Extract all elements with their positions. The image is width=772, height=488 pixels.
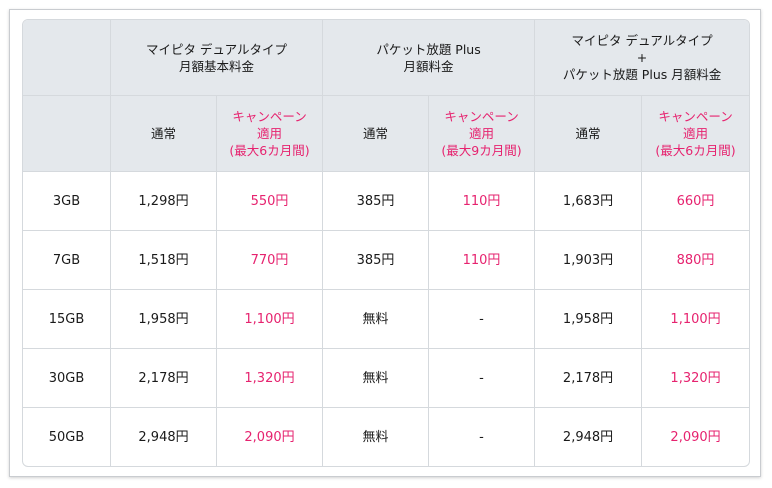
packet-price-cell: 無料 bbox=[323, 349, 430, 408]
plan-header-total-line1: マイピタ デュアルタイプ bbox=[571, 33, 713, 48]
plan-header-total-line3: パケット放題 Plus 月額料金 bbox=[562, 67, 722, 82]
campaign-period: (最大6カ月間) bbox=[655, 143, 736, 158]
normal-header-total: 通常 bbox=[535, 96, 643, 172]
table-row: 7GB 1,518円 770円 385円 110円 1,903円 880円 bbox=[23, 231, 750, 290]
sub-header-row: 通常 キャンペーン 適用 (最大6カ月間) 通常 キャンペーン 適用 (最大9カ… bbox=[23, 96, 750, 172]
total-campaign-cell: 880円 bbox=[642, 231, 750, 290]
base-campaign-cell: 770円 bbox=[217, 231, 324, 290]
packet-price-cell: 385円 bbox=[323, 172, 430, 231]
campaign-label: キャンペーン bbox=[658, 109, 733, 124]
capacity-cell: 15GB bbox=[23, 290, 111, 349]
capacity-cell: 3GB bbox=[23, 172, 111, 231]
packet-price-cell: 385円 bbox=[323, 231, 430, 290]
pricing-table: マイピタ デュアルタイプ 月額基本料金 パケット放題 Plus 月額料金 マイピ… bbox=[22, 19, 751, 467]
plan-header-total: マイピタ デュアルタイプ + パケット放題 Plus 月額料金 bbox=[535, 20, 750, 96]
table-row: 50GB 2,948円 2,090円 無料 - 2,948円 2,090円 bbox=[23, 408, 749, 466]
table-row: 30GB 2,178円 1,320円 無料 - 2,178円 1,320円 bbox=[23, 349, 750, 408]
packet-campaign-cell: - bbox=[429, 349, 536, 408]
packet-campaign-cell: - bbox=[429, 408, 536, 466]
packet-price-cell: 無料 bbox=[323, 408, 430, 466]
base-campaign-cell: 1,320円 bbox=[217, 349, 324, 408]
table-row: 15GB 1,958円 1,100円 無料 - 1,958円 1,100円 bbox=[23, 290, 750, 349]
campaign-period: (最大6カ月間) bbox=[229, 143, 310, 158]
total-campaign-cell: 1,320円 bbox=[642, 349, 750, 408]
plan-header-base-line1: マイピタ デュアルタイプ bbox=[145, 41, 288, 57]
plan-header-base-line2: 月額基本料金 bbox=[179, 58, 255, 74]
base-campaign-cell: 550円 bbox=[217, 172, 324, 231]
capacity-cell: 7GB bbox=[23, 231, 111, 290]
total-price-cell: 1,958円 bbox=[535, 290, 643, 349]
campaign-applied-label: 適用 bbox=[683, 126, 709, 141]
total-campaign-cell: 660円 bbox=[642, 172, 750, 231]
normal-header-base: 通常 bbox=[111, 96, 217, 172]
packet-campaign-cell: - bbox=[429, 290, 536, 349]
plan-header-packet-line1: パケット放題 Plus bbox=[376, 41, 481, 57]
table-row: 3GB 1,298円 550円 385円 110円 1,683円 660円 bbox=[23, 172, 750, 231]
campaign-header-packet: キャンペーン 適用 (最大9カ月間) bbox=[429, 96, 536, 172]
capacity-cell: 50GB bbox=[23, 408, 111, 466]
total-price-cell: 2,178円 bbox=[535, 349, 643, 408]
base-price-cell: 1,518円 bbox=[111, 231, 217, 290]
base-price-cell: 2,178円 bbox=[111, 349, 217, 408]
campaign-header-total: キャンペーン 適用 (最大6カ月間) bbox=[642, 96, 750, 172]
total-campaign-cell: 2,090円 bbox=[670, 429, 721, 445]
sub-header-corner bbox=[23, 96, 111, 172]
total-campaign-cell: 1,100円 bbox=[642, 290, 750, 349]
plan-header-total-line2: + bbox=[636, 50, 648, 65]
total-price-cell: 2,948円 bbox=[535, 408, 643, 466]
plan-header-base: マイピタ デュアルタイプ 月額基本料金 bbox=[111, 20, 324, 96]
packet-campaign-cell: 110円 bbox=[429, 231, 536, 290]
campaign-header-base: キャンペーン 適用 (最大6カ月間) bbox=[217, 96, 324, 172]
campaign-label: キャンペーン bbox=[232, 109, 307, 124]
base-price-cell: 2,948円 bbox=[111, 408, 217, 466]
plan-header-packet: パケット放題 Plus 月額料金 bbox=[323, 20, 536, 96]
campaign-applied-label: 適用 bbox=[469, 126, 495, 141]
pricing-table-frame: マイピタ デュアルタイプ 月額基本料金 パケット放題 Plus 月額料金 マイピ… bbox=[9, 9, 761, 477]
corner-cell bbox=[23, 20, 111, 96]
base-price-cell: 1,298円 bbox=[111, 172, 217, 231]
total-price-cell: 1,903円 bbox=[535, 231, 643, 290]
plan-header-packet-line2: 月額料金 bbox=[403, 58, 454, 74]
packet-campaign-cell: 110円 bbox=[429, 172, 536, 231]
base-campaign-cell: 2,090円 bbox=[217, 408, 324, 466]
base-price-cell: 1,958円 bbox=[111, 290, 217, 349]
total-price-cell: 1,683円 bbox=[535, 172, 643, 231]
campaign-label: キャンペーン bbox=[444, 109, 519, 124]
campaign-period: (最大9カ月間) bbox=[441, 143, 522, 158]
packet-price-cell: 無料 bbox=[323, 290, 430, 349]
plan-header-row: マイピタ デュアルタイプ 月額基本料金 パケット放題 Plus 月額料金 マイピ… bbox=[23, 20, 750, 96]
campaign-applied-label: 適用 bbox=[257, 126, 283, 141]
capacity-cell: 30GB bbox=[23, 349, 111, 408]
normal-header-packet: 通常 bbox=[323, 96, 430, 172]
base-campaign-cell: 1,100円 bbox=[217, 290, 324, 349]
